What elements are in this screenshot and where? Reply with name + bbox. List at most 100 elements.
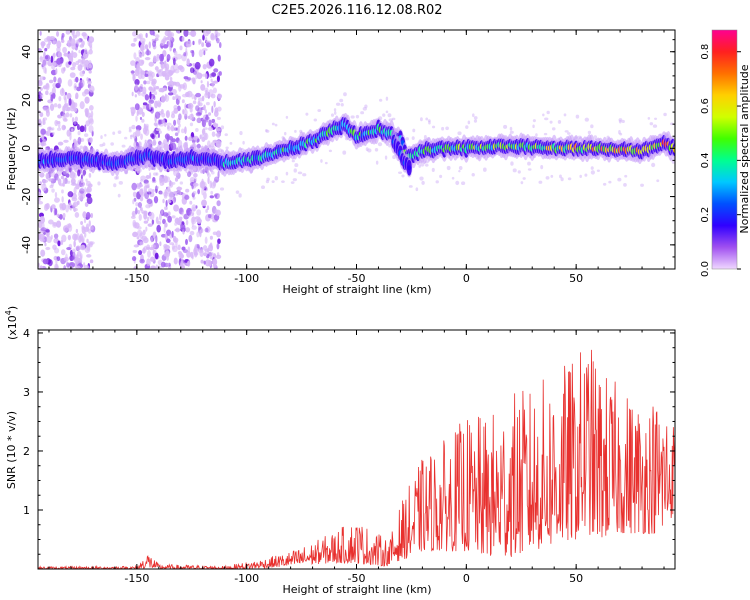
noise-speck xyxy=(156,53,160,59)
noise-speck xyxy=(135,115,138,122)
noise-speck xyxy=(158,130,162,134)
noise-speck xyxy=(204,87,209,94)
noise-speck xyxy=(160,178,165,182)
noise-speck xyxy=(217,238,221,245)
noise-speck xyxy=(201,42,205,48)
noise-speck xyxy=(59,203,63,209)
noise-speck xyxy=(172,96,176,101)
noise-speck xyxy=(146,198,153,205)
noise-speck xyxy=(218,71,222,76)
noise-speck xyxy=(137,209,141,215)
noise-speck xyxy=(130,107,136,115)
noise-speck xyxy=(201,128,206,135)
noise-speck xyxy=(195,111,202,117)
noise-speck xyxy=(421,180,425,185)
noise-speck xyxy=(132,31,137,37)
noise-speck xyxy=(61,189,64,194)
noise-speck xyxy=(339,98,344,103)
noise-speck xyxy=(281,180,285,183)
noise-speck xyxy=(79,254,83,263)
noise-speck xyxy=(46,175,51,181)
noise-speck xyxy=(196,217,202,225)
noise-speck xyxy=(62,178,66,185)
noise-speck xyxy=(419,176,424,181)
noise-speck xyxy=(154,252,159,260)
noise-speck xyxy=(189,122,194,127)
noise-speck xyxy=(197,189,201,195)
noise-speck xyxy=(159,191,164,195)
noise-speck xyxy=(44,47,48,52)
noise-speck xyxy=(392,155,396,160)
noise-speck xyxy=(87,80,92,85)
noise-speck xyxy=(206,205,210,211)
noise-speck xyxy=(51,127,55,131)
noise-speck xyxy=(138,91,141,96)
noise-speck xyxy=(177,251,183,256)
noise-speck xyxy=(185,262,188,267)
noise-speck xyxy=(189,67,195,74)
noise-speck xyxy=(186,40,192,47)
noise-speck xyxy=(137,86,144,93)
noise-speck xyxy=(82,173,86,177)
noise-speck xyxy=(145,184,150,189)
noise-speck xyxy=(79,145,83,149)
noise-speck xyxy=(441,126,445,131)
noise-speck xyxy=(457,131,462,136)
x-tick-label: -50 xyxy=(348,572,366,585)
noise-speck xyxy=(132,73,136,82)
noise-speck xyxy=(163,194,168,199)
noise-speck xyxy=(274,176,279,181)
noise-speck xyxy=(186,260,191,267)
noise-speck xyxy=(42,258,49,265)
noise-speck xyxy=(139,37,146,44)
noise-speck xyxy=(482,167,487,172)
noise-speck xyxy=(242,140,245,145)
noise-speck xyxy=(192,40,195,46)
noise-speck xyxy=(560,177,564,182)
noise-speck xyxy=(45,109,50,117)
noise-speck xyxy=(375,160,379,165)
noise-speck xyxy=(207,126,214,131)
noise-speck xyxy=(78,49,81,54)
noise-speck xyxy=(71,197,78,202)
noise-speck xyxy=(53,207,56,216)
noise-speck xyxy=(143,123,146,130)
noise-speck xyxy=(154,111,161,119)
noise-speck xyxy=(471,172,475,177)
noise-speck xyxy=(147,250,151,258)
noise-speck xyxy=(162,212,169,217)
noise-speck xyxy=(72,248,76,253)
noise-speck xyxy=(63,94,67,101)
noise-speck xyxy=(68,56,73,62)
noise-speck xyxy=(45,229,50,233)
noise-speck xyxy=(166,255,169,261)
noise-speck xyxy=(38,212,45,218)
noise-speck xyxy=(401,174,405,178)
noise-speck xyxy=(70,38,76,47)
noise-speck xyxy=(88,85,95,93)
noise-speck xyxy=(158,87,164,93)
noise-speck xyxy=(41,183,47,192)
noise-speck xyxy=(173,119,177,126)
noise-speck xyxy=(72,181,76,186)
noise-speck xyxy=(143,185,148,194)
noise-speck xyxy=(209,195,215,199)
noise-speck xyxy=(160,261,166,268)
noise-speck xyxy=(54,263,59,269)
noise-speck xyxy=(387,113,392,118)
noise-speck xyxy=(39,112,44,118)
noise-speck xyxy=(166,125,170,130)
noise-speck xyxy=(87,241,94,246)
noise-speck xyxy=(579,174,582,178)
noise-speck xyxy=(73,240,76,248)
noise-speck xyxy=(117,130,122,134)
noise-speck xyxy=(163,60,167,68)
noise-speck xyxy=(217,93,223,99)
noise-speck xyxy=(163,175,168,184)
noise-speck xyxy=(62,46,67,54)
noise-speck xyxy=(171,111,175,115)
noise-speck xyxy=(136,34,142,39)
noise-speck xyxy=(195,205,198,209)
noise-speck xyxy=(196,138,200,143)
noise-speck xyxy=(84,201,89,207)
